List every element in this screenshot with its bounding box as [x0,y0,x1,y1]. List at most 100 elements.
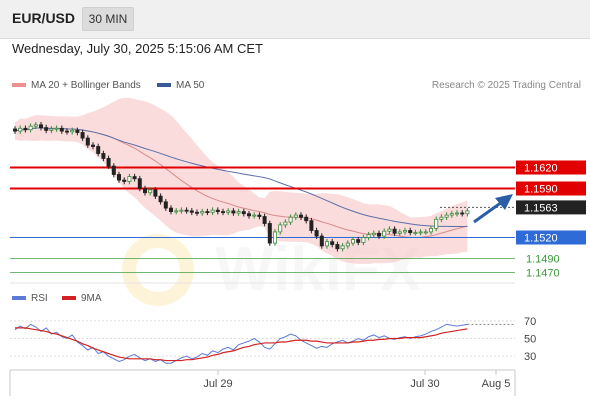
candle-body [127,176,132,182]
ma50-legend-label: MA 50 [176,80,205,91]
rsi-legend-label: RSI [31,293,48,304]
x-tick-label: Jul 29 [203,378,232,390]
candle-body [350,239,355,244]
timeframe-button[interactable]: 30 MIN [82,7,134,31]
candle-body [314,230,319,237]
candle-body [423,231,428,234]
candle-body [54,127,59,130]
candle-body [418,231,423,234]
candle-body [309,220,314,231]
candle-body [298,214,303,218]
candlesticks [12,122,470,252]
candle-body [189,210,194,213]
candle-body [413,232,418,235]
candle-body [12,128,17,132]
candle-body [111,165,116,175]
candle-body [174,210,179,213]
candle-body [241,211,246,215]
candle-body [392,228,397,234]
candle-body [220,211,225,214]
candle-body [324,241,329,247]
candle-body [142,188,147,194]
candle-body [205,211,210,214]
candle-body [356,239,361,243]
rsi-panel: 70 50 30 [10,316,536,364]
candle-body [366,234,371,238]
candle-body [454,212,459,215]
candle-body [330,241,335,245]
candle-body [278,224,283,233]
candle-body [246,213,251,217]
candle-body [434,218,439,229]
ma9-legend-label: 9MA [81,293,102,304]
bollinger-band-area [15,97,468,264]
candle-body [376,232,381,237]
candle-body [91,144,96,147]
level-1-1590-label-box [516,181,586,196]
copyright-text: Research © 2025 Trading Central [431,80,581,91]
ma9-legend-swatch [62,296,76,301]
candle-body [101,153,106,159]
x-tick-label: Aug 5 [482,378,511,390]
candle-body [293,214,298,218]
chart-datetime: Wednesday, July 30, 2025 5:15:06 AM CET [12,41,263,56]
candle-body [163,201,168,209]
candle-body [272,231,277,244]
candle-body [39,124,44,129]
candle-body [382,230,387,237]
candle-body [44,127,49,131]
candle-body [194,211,199,214]
candle-body [257,214,262,217]
candle-body [361,237,366,243]
candle-body [408,230,413,233]
candle-body [439,216,444,220]
level-1-1620-label-box [516,160,586,175]
candle-body [85,137,90,146]
candle-body [153,189,158,197]
x-tick-label: Jul 30 [410,378,439,390]
chart-header-bar: EUR/USD 30 MIN [0,0,590,39]
candle-body [252,214,257,217]
candle-body [65,130,70,133]
level-1-1520-label: 1.1520 [524,233,558,245]
candle-body [179,209,184,212]
candle-body [371,232,376,236]
candle-body [465,210,470,215]
candle-body [137,178,142,189]
candle-body [96,146,101,154]
level-1-1590-label: 1.1590 [524,184,558,196]
candle-body [132,176,137,180]
candle-body [319,235,324,247]
symbol-label: EUR/USD [12,10,76,26]
legend-ma50: MA 50 [157,80,204,91]
candle-body [304,216,309,222]
ma9-line [15,327,468,362]
candle-body [345,242,350,247]
forecast-arrow [473,194,513,224]
ma50-line [14,127,468,227]
level-1-1620-label: 1.1620 [524,163,558,175]
level-1-1520-label-box [516,230,586,245]
legend-ma20-bollinger: MA 20 + Bollinger Bands [12,80,141,91]
legend-9ma: 9MA [62,293,102,304]
rsi-tick-label-70: 70 [524,316,536,328]
candle-body [215,209,220,212]
level-1-1563-label: 1.1563 [524,202,558,214]
candle-body [397,231,402,234]
candle-body [23,127,28,131]
level-1-1563-label-box [516,200,586,215]
candle-body [210,209,215,213]
candle-body [449,213,454,216]
price-levels: 1.1620 1.1590 1.1563 1.1520 1.1490 1.1470 [10,160,586,280]
candle-body [262,216,267,224]
candle-body [340,245,345,250]
candle-body [33,124,38,127]
candle-body [49,128,54,131]
candle-body [231,210,236,214]
level-1-1490-label: 1.1490 [526,254,560,266]
candle-body [236,211,241,214]
candle-body [226,210,231,213]
candle-body [70,129,75,133]
candle-body [75,129,80,133]
